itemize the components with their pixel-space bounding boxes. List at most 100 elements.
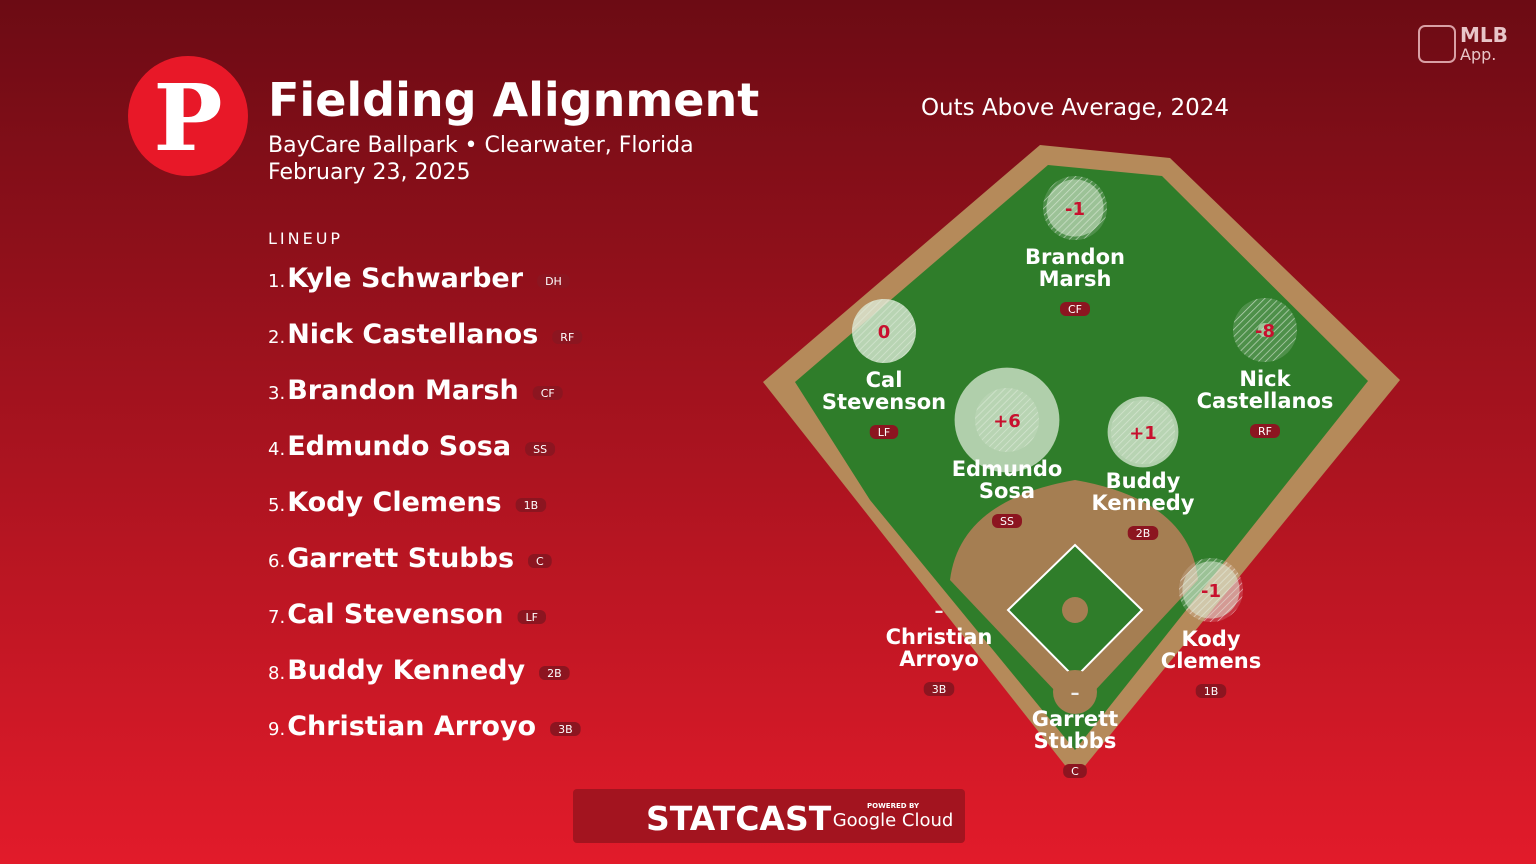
lineup-name: Edmundo Sosa — [287, 431, 511, 462]
lineup-name: Buddy Kennedy — [287, 655, 525, 686]
player-name: Stubbs — [1034, 729, 1117, 753]
oaa-circle — [1107, 396, 1179, 468]
lineup-name: Kyle Schwarber — [287, 263, 524, 294]
position-badge — [869, 425, 899, 439]
app-name: MLB — [1460, 23, 1508, 47]
player-name: Brandon — [1025, 245, 1125, 269]
player-name: Nick — [1239, 367, 1291, 391]
position-label: 1B — [524, 499, 539, 512]
position-label: 2B — [1136, 527, 1151, 540]
position-label: 3B — [932, 683, 947, 696]
player-name: Buddy — [1106, 469, 1181, 493]
position-badge — [923, 682, 955, 696]
footer-powered: POWERED BY — [867, 802, 920, 810]
position-label: C — [536, 555, 544, 568]
oaa-circle — [1046, 179, 1104, 237]
position-label: LF — [526, 611, 538, 624]
lineup-number: 9. — [268, 719, 285, 740]
lineup-number: 1. — [268, 271, 285, 292]
lineup-name: Nick Castellanos — [287, 319, 538, 350]
player-name: Edmundo — [952, 457, 1063, 481]
date: February 23, 2025 — [268, 160, 470, 185]
position-badge — [552, 330, 583, 344]
position-badge — [992, 514, 1022, 528]
player-name: Sosa — [979, 479, 1035, 503]
title: Fielding Alignment — [268, 73, 759, 127]
app-icon — [1418, 25, 1456, 63]
position-badge — [1059, 302, 1091, 316]
lineup-number: 6. — [268, 551, 285, 572]
position-label: SS — [533, 443, 547, 456]
player-name: Cal — [866, 368, 903, 392]
lineup-number: 2. — [268, 327, 285, 348]
player-name: Marsh — [1039, 267, 1112, 291]
position-badge — [537, 274, 570, 288]
position-label: LF — [878, 426, 890, 439]
oaa-circle — [954, 367, 1060, 473]
position-label: DH — [545, 275, 562, 288]
mound — [1062, 597, 1088, 623]
oaa-label: -1 — [1201, 581, 1221, 602]
team-logo: P — [153, 64, 222, 172]
lineup-number: 3. — [268, 383, 285, 404]
player-name: Kennedy — [1091, 491, 1194, 515]
oaa-label: +6 — [993, 411, 1021, 432]
footer-partner: Google Cloud — [833, 810, 954, 831]
lineup-number: 4. — [268, 439, 285, 460]
oaa-label: – — [935, 601, 944, 622]
position-badge — [517, 610, 546, 624]
oaa-label: +1 — [1129, 423, 1157, 444]
oaa-label: – — [1071, 683, 1080, 704]
player-name: Kody — [1181, 627, 1240, 651]
position-badge — [525, 442, 556, 456]
position-badge — [1127, 526, 1159, 540]
player-name: Stevenson — [822, 390, 946, 414]
lineup-number: 8. — [268, 663, 285, 684]
lineup-number: 7. — [268, 607, 285, 628]
team-logo-badge — [128, 56, 248, 176]
field-title: Outs Above Average, 2024 — [921, 95, 1229, 121]
lineup-label: LINEUP — [268, 229, 343, 248]
position-label: 1B — [1204, 685, 1219, 698]
position-label: RF — [1258, 425, 1272, 438]
position-badge — [1250, 424, 1280, 438]
oaa-circle — [1182, 561, 1240, 619]
oaa-circle — [852, 299, 916, 363]
position-label: 2B — [547, 667, 562, 680]
position-label: SS — [1000, 515, 1014, 528]
home-plate-area — [1053, 670, 1097, 714]
player-name: Christian — [886, 625, 993, 649]
lineup-name: Garrett Stubbs — [287, 543, 514, 574]
position-badge — [550, 722, 581, 736]
footer-box — [573, 789, 965, 843]
oaa-label: -8 — [1255, 321, 1275, 342]
position-label: RF — [560, 331, 574, 344]
position-label: CF — [1068, 303, 1082, 316]
position-badge — [1063, 764, 1087, 778]
player-name: Garrett — [1032, 707, 1118, 731]
position-label: C — [1071, 765, 1079, 778]
oaa-label: 0 — [878, 322, 891, 343]
position-badge — [528, 554, 552, 568]
position-badge — [515, 498, 547, 512]
outfield-grass — [795, 165, 1368, 750]
position-badge — [539, 666, 570, 680]
player-name: Castellanos — [1197, 389, 1334, 413]
position-badge — [532, 386, 563, 400]
position-badge — [1195, 684, 1227, 698]
lineup-name: Kody Clemens — [287, 487, 501, 518]
venue: BayCare Ballpark • Clearwater, Florida — [268, 133, 694, 158]
position-label: 3B — [558, 723, 573, 736]
app-name: App. — [1460, 45, 1496, 64]
lineup-number: 5. — [268, 495, 285, 516]
lineup-name: Brandon Marsh — [287, 375, 519, 406]
player-name: Clemens — [1161, 649, 1261, 673]
lineup-name: Christian Arroyo — [287, 711, 536, 742]
oaa-circle — [1258, 323, 1272, 337]
position-label: CF — [541, 387, 555, 400]
lineup-name: Cal Stevenson — [287, 599, 503, 630]
footer-brand: STATCAST — [646, 799, 832, 838]
oaa-label: -1 — [1065, 199, 1085, 220]
